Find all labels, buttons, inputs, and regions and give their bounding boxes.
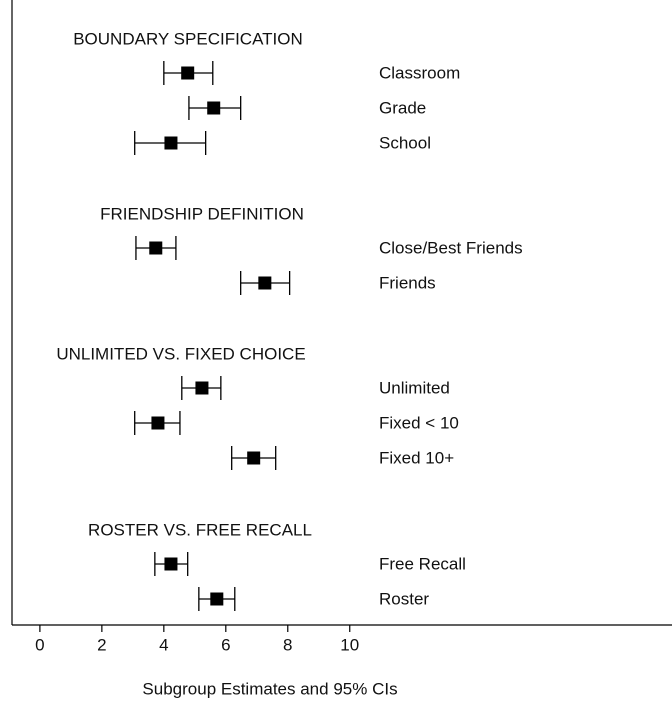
x-tick-label: 0 [35,635,44,654]
estimate-marker [195,381,209,395]
row-label: Grade [379,98,426,117]
row-label: Friends [379,273,436,292]
row-label: Unlimited [379,378,450,397]
group-title: ROSTER VS. FREE RECALL [88,520,312,539]
group-title: BOUNDARY SPECIFICATION [73,29,303,48]
estimate-marker [258,276,272,290]
estimate-marker [164,557,178,571]
row-label: Close/Best Friends [379,238,523,257]
row-label: Classroom [379,63,460,82]
estimate-marker [210,592,224,606]
group-title: FRIENDSHIP DEFINITION [100,204,304,223]
row-label: Fixed < 10 [379,413,459,432]
group-title: UNLIMITED VS. FIXED CHOICE [56,344,305,363]
x-tick-label: 10 [340,635,359,654]
row-label: Roster [379,589,429,608]
estimate-marker [181,66,195,80]
x-tick-label: 2 [97,635,106,654]
x-tick-label: 6 [221,635,230,654]
estimate-marker [149,241,163,255]
estimate-marker [151,416,165,430]
estimate-marker [164,136,178,150]
estimate-marker [207,101,221,115]
row-label: Fixed 10+ [379,448,454,467]
row-label: School [379,133,431,152]
x-axis-title: Subgroup Estimates and 95% CIs [142,679,397,698]
estimate-marker [247,451,261,465]
x-tick-label: 8 [283,635,292,654]
x-tick-label: 4 [159,635,168,654]
row-label: Free Recall [379,554,466,573]
